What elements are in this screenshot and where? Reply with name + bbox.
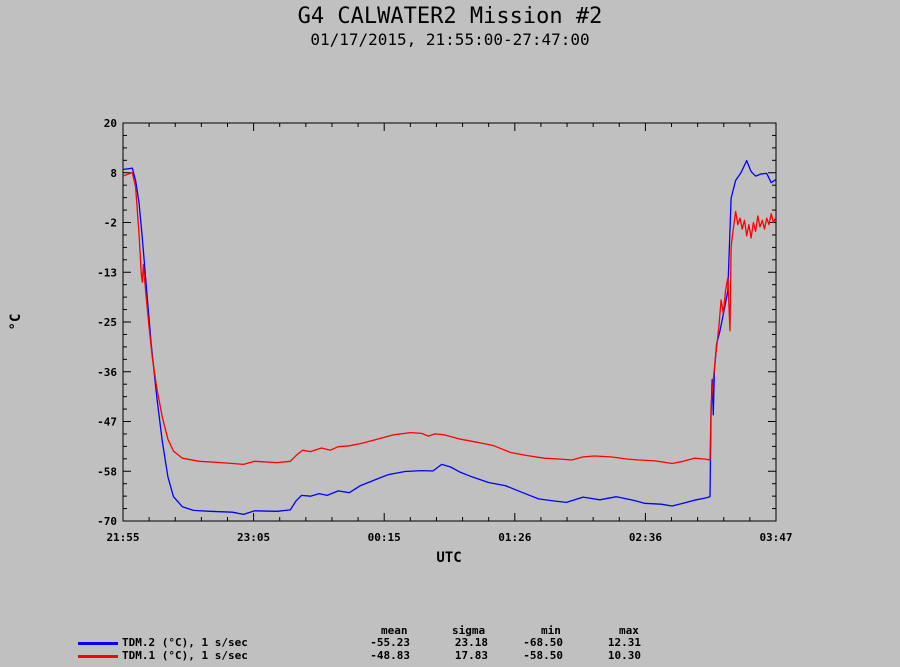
y-tick-label: -36 (97, 366, 117, 379)
series-line-1 (122, 171, 777, 466)
x-tick-label: 21:55 (106, 531, 139, 544)
stat-mean-tdm1: -48.83 (370, 649, 410, 662)
line-chart: 20 8 -2 -13 -25 -36 -47 -58 -70 21:55 23:05 00:15 0… (8, 117, 793, 566)
stats-table: mean sigma min max TDM.2 (°C), 1 s/sec -… (0, 622, 900, 667)
stats-header-max: max (619, 624, 639, 637)
x-axis-label: UTC (436, 550, 461, 566)
chart-title: G4 CALWATER2 Mission #2 (297, 4, 603, 29)
x-tick-label: 23:05 (237, 531, 270, 544)
x-tick-label: 02:36 (629, 531, 662, 544)
y-tick-label: -13 (97, 266, 117, 279)
x-tick-label: 00:15 (368, 531, 401, 544)
series-layer (122, 159, 777, 516)
y-tick-label: -70 (97, 515, 117, 528)
y-tick-label: -2 (104, 217, 117, 230)
stat-min-tdm1: -58.50 (523, 649, 563, 662)
legend-label-tdm2: TDM.2 (°C), 1 s/sec (122, 636, 248, 649)
stat-sigma-tdm1: 17.83 (454, 649, 488, 662)
legend-label-tdm1: TDM.1 (°C), 1 s/sec (122, 649, 248, 662)
stat-max-tdm1: 10.30 (607, 649, 641, 662)
x-tick-label: 01:26 (498, 531, 531, 544)
x-tick-label: 03:47 (759, 531, 792, 544)
y-tick-label: -25 (97, 316, 117, 329)
stats-header-sigma: sigma (452, 624, 486, 637)
y-axis: 20 8 -2 -13 -25 -36 -47 -58 -70 (97, 117, 776, 528)
stats-header-mean: mean (381, 624, 408, 637)
y-tick-label: -58 (97, 465, 117, 478)
stat-sigma-tdm2: 23.18 (454, 636, 488, 649)
stats-row-tdm1: TDM.1 (°C), 1 s/sec -48.83 17.83 -58.50 … (0, 649, 900, 663)
stats-header-min: min (541, 624, 561, 637)
y-tick-label: 8 (110, 167, 117, 180)
legend-swatch-tdm1 (78, 655, 118, 658)
legend-swatch-tdm2 (78, 642, 118, 645)
stat-mean-tdm2: -55.23 (370, 636, 410, 649)
series-line-0 (122, 159, 776, 516)
stat-max-tdm2: 12.31 (607, 636, 641, 649)
plot-area (122, 122, 777, 522)
chart-subtitle: 01/17/2015, 21:55:00-27:47:00 (310, 30, 590, 49)
stats-row-tdm2: TDM.2 (°C), 1 s/sec -55.23 23.18 -68.50 … (0, 636, 900, 650)
y-tick-label: 20 (104, 117, 117, 130)
y-tick-label: -47 (97, 416, 117, 429)
stat-min-tdm2: -68.50 (523, 636, 563, 649)
y-axis-label: °C (8, 314, 24, 331)
x-axis: 21:55 23:05 00:15 01:26 02:36 03:47 (106, 123, 793, 544)
